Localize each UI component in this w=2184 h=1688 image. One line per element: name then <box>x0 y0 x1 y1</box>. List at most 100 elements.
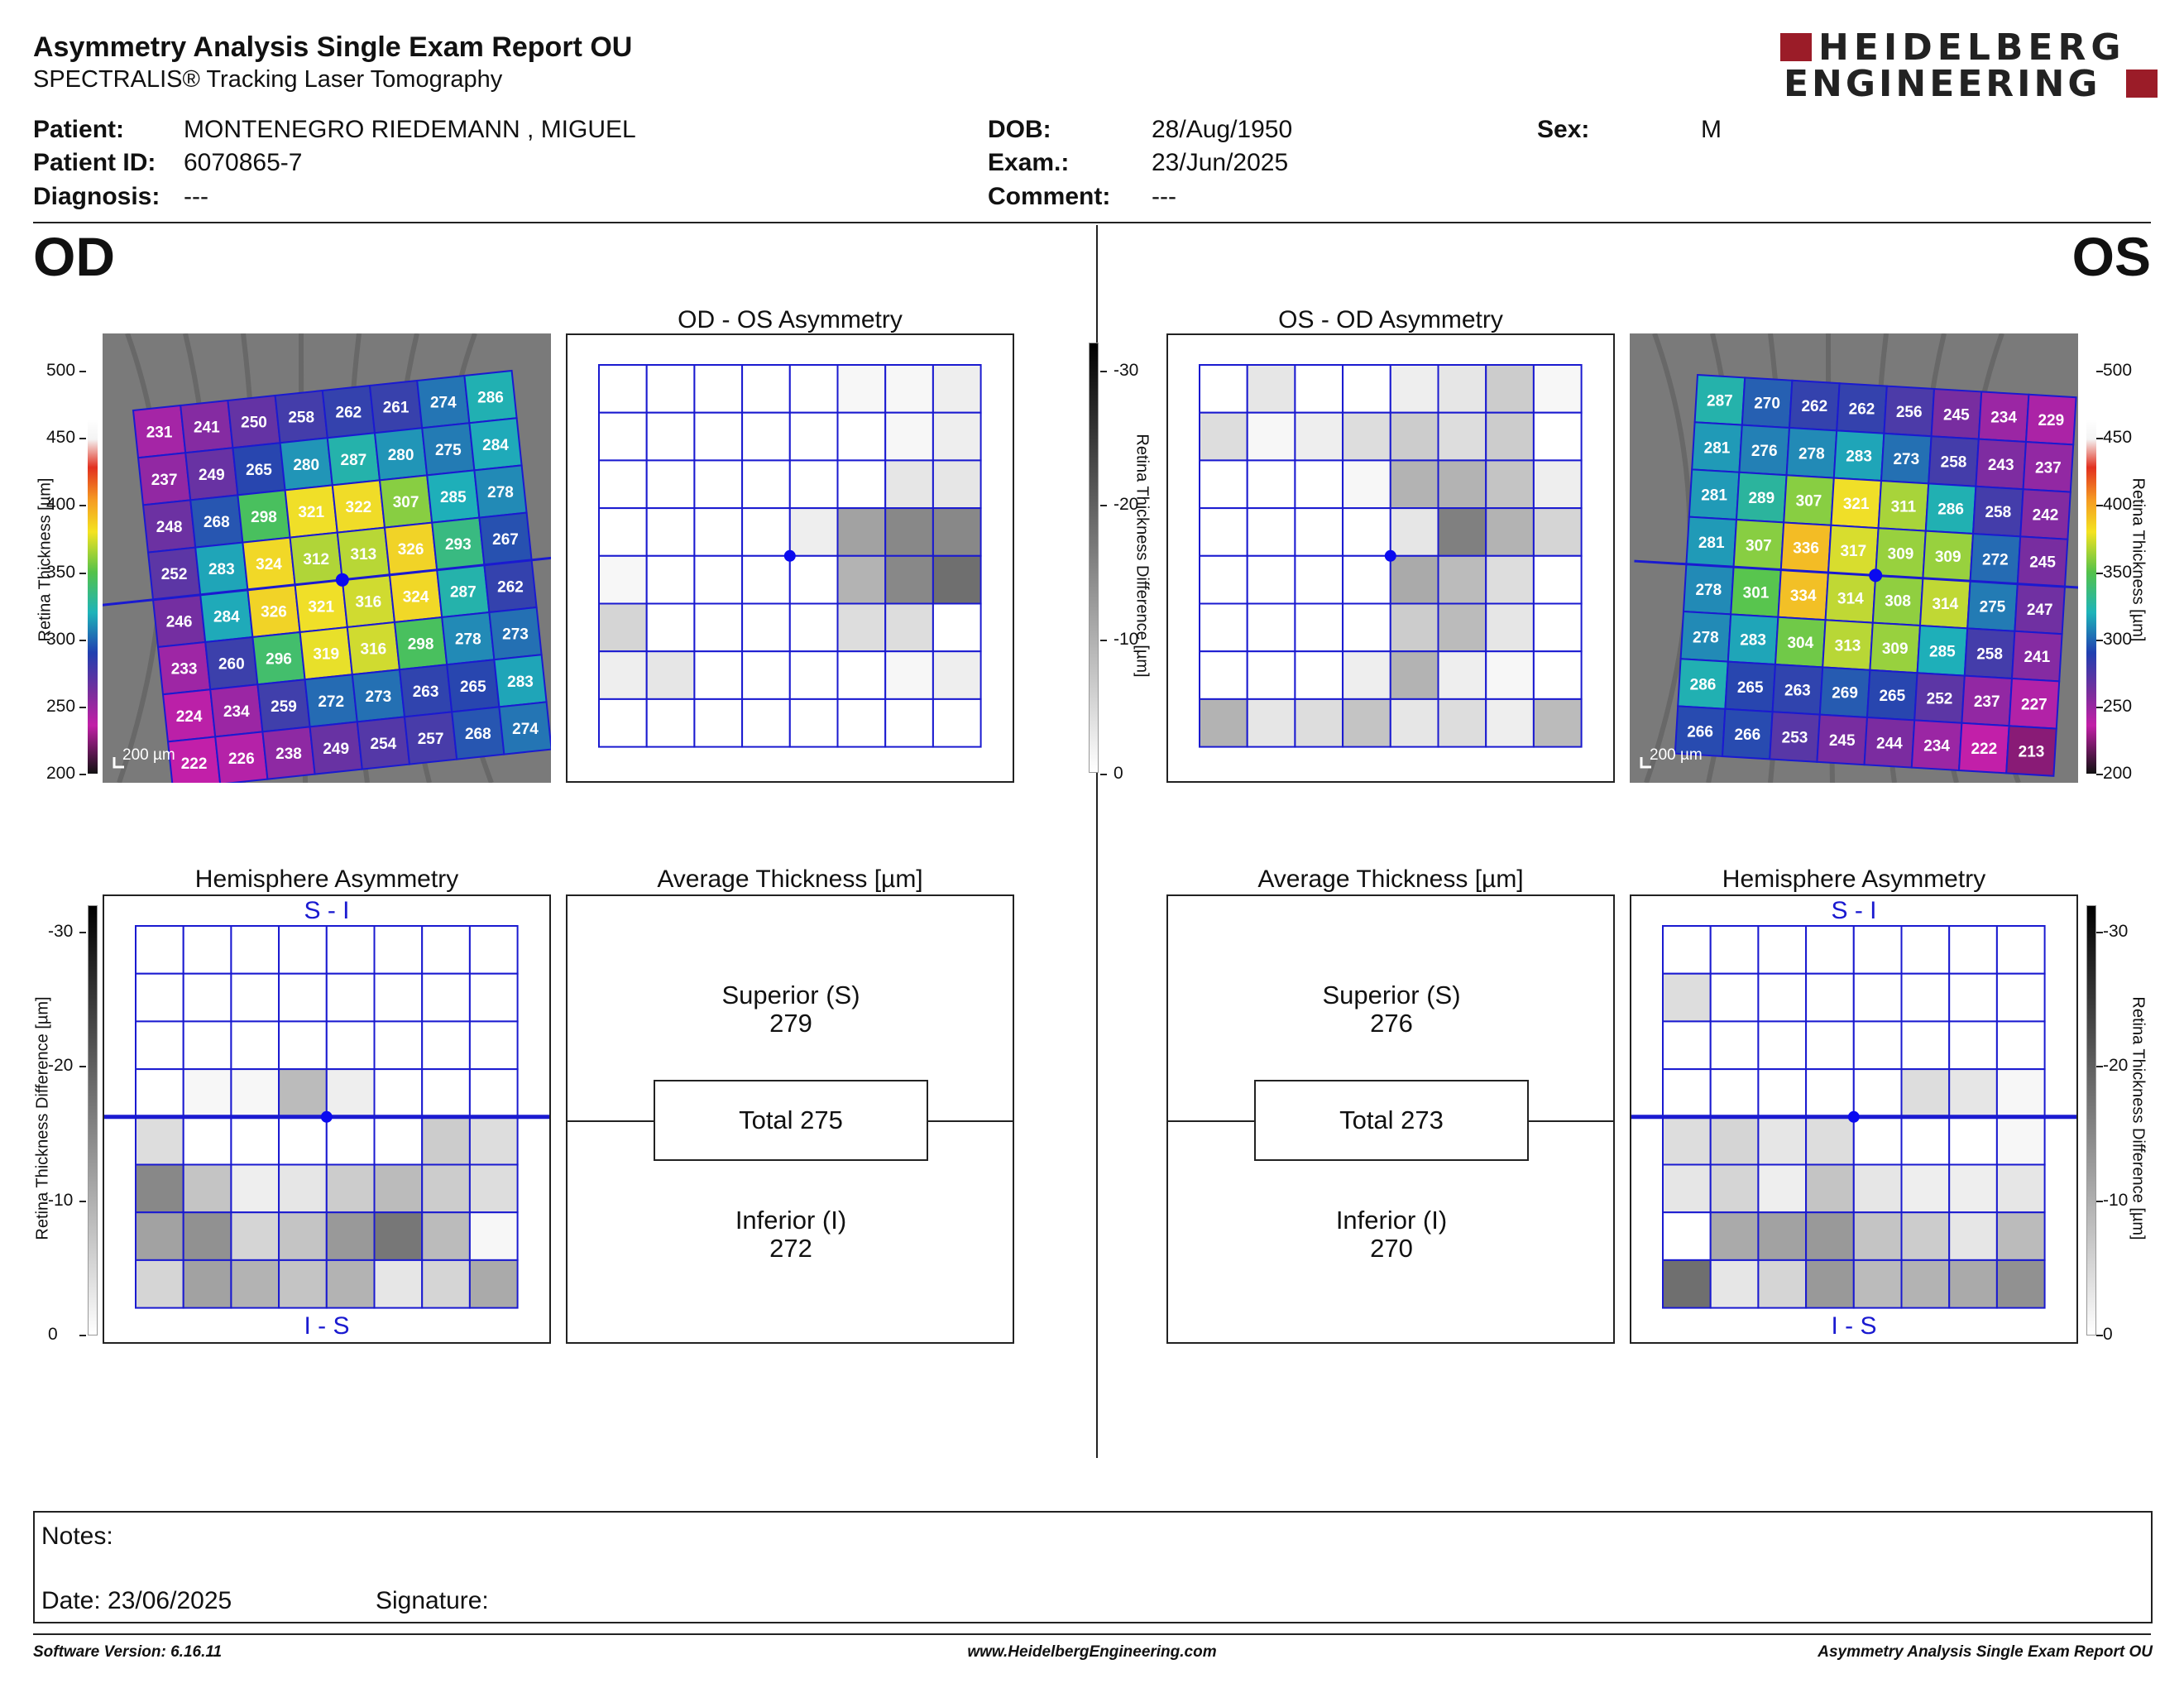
od-os-asym-cell <box>741 507 791 557</box>
od-hemi-fovea-dot <box>320 1110 333 1123</box>
notes-box[interactable]: Notes: Date: 23/06/2025 Signature: <box>33 1511 2153 1623</box>
od-os-asym-fovea-dot <box>783 549 796 562</box>
os-hemi-cell <box>1757 1163 1808 1214</box>
od-thickness-tick: 350 <box>46 562 76 582</box>
os-total-box: Total 273 <box>1254 1080 1529 1161</box>
os-thickness-tick: 500 <box>2103 361 2133 380</box>
os-thickness-value: 283 <box>1740 632 1766 650</box>
od-hemi-cell <box>135 1163 184 1214</box>
os-hemi-cell <box>1662 972 1712 1023</box>
od-hemi-cell <box>421 925 471 975</box>
dob-label: DOB: <box>988 116 1051 143</box>
od-thickness-value: 283 <box>507 674 534 691</box>
os-hemi-cell <box>1852 1211 1903 1261</box>
os-hemi-cell <box>1662 1020 1712 1071</box>
od-thickness-tick: 250 <box>46 696 76 716</box>
os-thickness-value: 237 <box>2035 459 2062 477</box>
os-thickness-value: 244 <box>1876 735 1903 752</box>
os-thickness-value: 334 <box>1790 587 1817 605</box>
od-hemi-cell <box>373 1163 424 1214</box>
od-os-asym-cell <box>741 411 791 462</box>
od-os-asym-cell <box>884 698 934 748</box>
od-scale-bar-label: 200 µm <box>122 746 175 764</box>
od-thickness-cells <box>132 369 551 783</box>
od-thickness-map: 231 241 250 258 262 261 274 286 237 249 265 280 287 2… <box>103 333 551 783</box>
od-os-asym-cell <box>645 411 696 462</box>
od-thickness-value: 265 <box>460 679 486 696</box>
od-hemi-cell <box>278 972 328 1023</box>
patient-id-label: Patient ID: <box>33 149 156 176</box>
os-hemi-cell <box>1948 1115 1998 1166</box>
os-hemi-cell <box>1662 1163 1712 1214</box>
od-hemi-cell <box>373 1020 424 1071</box>
os-hemi-cell <box>1805 1068 1855 1118</box>
od-thickness-tick: 450 <box>46 428 76 448</box>
website-link[interactable]: www.HeidelbergEngineering.com <box>967 1643 1217 1661</box>
od-os-asym-cell <box>836 364 887 414</box>
os-thickness-value: 237 <box>1974 693 2000 711</box>
od-thickness-value: 265 <box>246 462 272 479</box>
os-hemisphere-svg <box>1631 925 2076 1309</box>
od-thickness-value: 298 <box>251 509 277 526</box>
os-hemi-cell <box>1852 1259 1903 1309</box>
os-thickness-value: 245 <box>1943 406 1970 424</box>
center-divider <box>1096 225 1098 1458</box>
od-os-asym-cell <box>932 507 982 557</box>
os-thickness-value: 222 <box>1971 741 1997 758</box>
od-hemi-cell <box>182 1068 232 1118</box>
od-thickness-value: 258 <box>288 410 314 427</box>
od-scale-bar <box>113 757 124 769</box>
od-hemisphere-tick-mark <box>79 1066 86 1068</box>
od-os-asym-cell <box>788 507 839 557</box>
od-hemi-cell <box>373 972 424 1023</box>
od-os-asym-cell <box>693 650 744 700</box>
os-od-asym-cell <box>1199 554 1248 605</box>
od-thickness-value: 259 <box>271 698 297 716</box>
od-hemi-cell <box>135 972 184 1023</box>
os-hemi-cell <box>1662 1115 1712 1166</box>
os-hemi-cell <box>1948 972 1998 1023</box>
od-superior-label: Superior (S) <box>721 981 860 1009</box>
od-thickness-value: 319 <box>313 646 339 664</box>
os-od-asym-cell <box>1342 698 1391 748</box>
od-thickness-value: 263 <box>413 683 439 701</box>
os-od-asym-cell <box>1342 554 1391 605</box>
os-thickness-tick: 250 <box>2103 696 2133 716</box>
os-hemi-cell <box>1757 925 1808 975</box>
os-hemi-cell <box>1757 1211 1808 1261</box>
os-inferior-value: 270 <box>1370 1234 1413 1263</box>
os-od-asym-cell <box>1485 602 1535 653</box>
od-os-asym-cell <box>598 602 648 653</box>
asymmetry-tick: -10 <box>1114 629 1139 649</box>
os-od-asym-cell <box>1437 602 1487 653</box>
os-thickness-cell <box>2005 725 2057 777</box>
os-od-asym-cell <box>1389 459 1439 510</box>
od-thickness-tick-mark <box>79 505 86 507</box>
od-hemi-cell <box>421 1211 471 1261</box>
os-od-asym-cell <box>1437 364 1487 414</box>
os-od-asym-cell <box>1246 602 1296 653</box>
os-hemi-cell <box>1805 1259 1855 1309</box>
od-hemisphere-colorbar <box>88 905 98 1336</box>
od-os-asym-cell <box>932 364 982 414</box>
od-thickness-value: 296 <box>266 651 292 669</box>
os-hemisphere-title: Hemisphere Asymmetry <box>1722 866 1986 893</box>
os-hemi-cell <box>1805 1020 1855 1071</box>
os-od-asym-cell <box>1294 411 1344 462</box>
od-thickness-tick: 200 <box>46 764 76 783</box>
os-od-asym-cell <box>1485 650 1535 700</box>
heidelberg-logo: HEIDELBERG ENGINEERING <box>1780 26 2161 105</box>
os-hemi-cell <box>1995 1259 2046 1309</box>
od-hemi-cell <box>421 972 471 1023</box>
od-thickness-tick-mark <box>79 572 86 574</box>
od-thickness-value: 326 <box>398 541 424 559</box>
os-hemisphere-panel <box>1630 894 2078 1344</box>
od-os-asym-cell <box>836 554 887 605</box>
od-os-asym-cell <box>932 698 982 748</box>
os-hemi-cell <box>1662 1211 1712 1261</box>
os-hemi-cell <box>1805 1211 1855 1261</box>
od-thickness-value: 316 <box>361 641 387 659</box>
os-hemi-cell <box>1900 1211 1951 1261</box>
od-hemi-cell <box>373 1211 424 1261</box>
os-od-asym-cell <box>1246 411 1296 462</box>
